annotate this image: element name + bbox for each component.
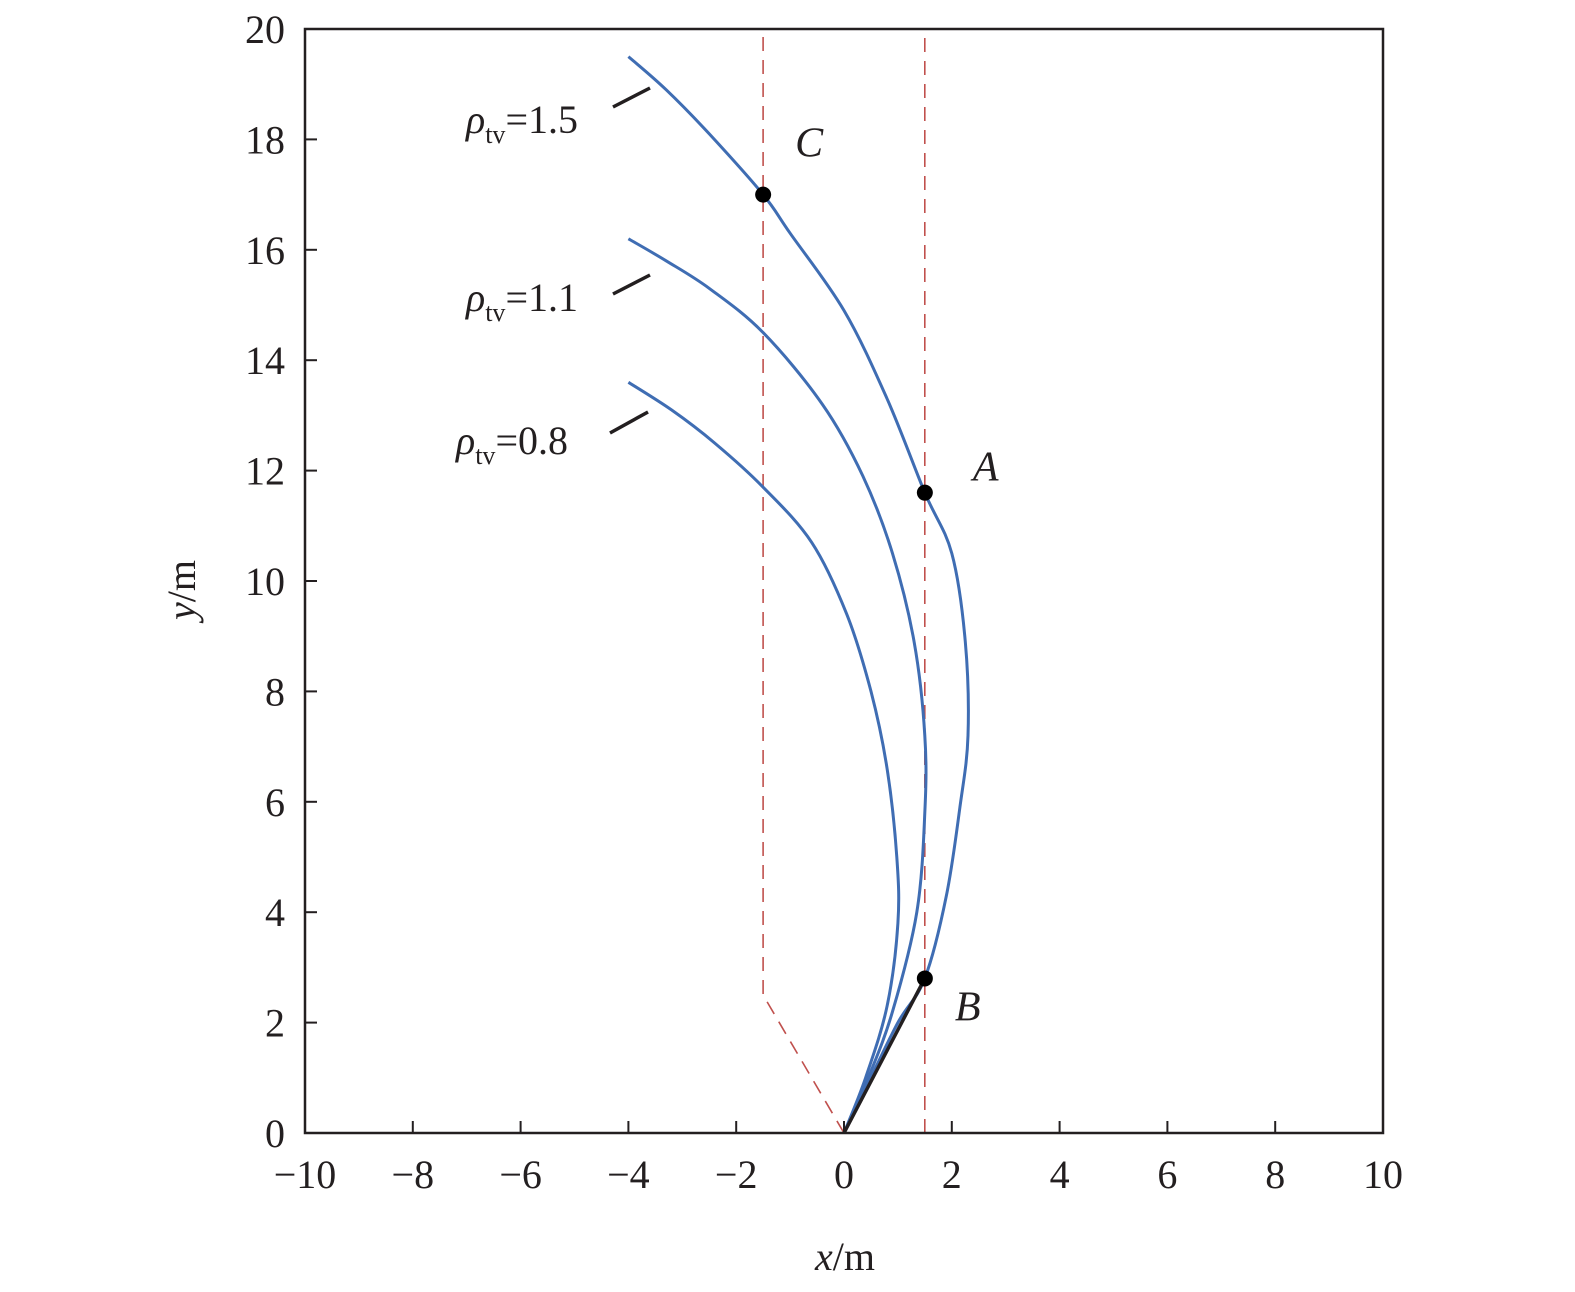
x-tick-label-6: 2 (942, 1152, 962, 1197)
y-axis-label-unit: /m (159, 560, 204, 602)
y-tick-label-6: 12 (245, 449, 285, 494)
marked-points (755, 186, 933, 987)
y-axis-label-var: y (159, 602, 204, 624)
series-label-1: ρtv=1.1 (464, 275, 578, 327)
x-tick-label-1: −8 (392, 1152, 435, 1197)
series-line-2 (627, 381, 901, 1134)
y-tick-label-5: 10 (245, 559, 285, 604)
series-leader-0 (612, 86, 651, 109)
plot-frame (303, 27, 1385, 1135)
y-axis-label: y/m (159, 560, 204, 624)
x-tick-label-10: 10 (1363, 1152, 1403, 1197)
y-tick-label-3: 6 (265, 780, 285, 825)
series-label-value: =1.1 (505, 275, 578, 320)
x-axis-label-unit: /m (833, 1234, 875, 1279)
x-tick-label-7: 4 (1050, 1152, 1070, 1197)
y-tick-label-1: 2 (265, 1001, 285, 1046)
point-b (916, 970, 933, 987)
series-label-value: =0.8 (495, 418, 568, 463)
x-tick-label-4: −2 (715, 1152, 758, 1197)
series-label-value: =1.5 (505, 97, 578, 142)
x-tick-label-0: −10 (274, 1152, 337, 1197)
point-label-b: B (955, 984, 981, 1030)
y-tick-label-8: 16 (245, 228, 285, 273)
series-label-symbol: ρ (464, 97, 485, 142)
y-tick-label-10: 20 (245, 7, 285, 52)
x-tick-label-5: 0 (834, 1152, 854, 1197)
tangent-line-group (842, 977, 927, 1134)
y-tick-label-7: 14 (245, 338, 285, 383)
series-line-1 (627, 237, 928, 1134)
point-c (755, 186, 772, 203)
x-tick-label-3: −4 (607, 1152, 650, 1197)
plot-frame-rect (303, 27, 1385, 1135)
series-label-sub: tv (485, 298, 505, 327)
guide-lines (762, 29, 926, 1134)
series-lines (627, 55, 970, 1134)
x-tick-label-8: 6 (1157, 1152, 1177, 1197)
y-tick-label-9: 18 (245, 117, 285, 162)
y-tick-label-0: 0 (265, 1111, 285, 1156)
x-axis-label-var: x (814, 1234, 833, 1279)
series-leader-2 (609, 410, 649, 435)
series-label-sub: tv (485, 120, 505, 149)
point-label-a: A (970, 445, 999, 491)
x-axis-label: x/m (814, 1234, 875, 1279)
x-tick-label-2: −6 (499, 1152, 542, 1197)
series-line-0 (627, 55, 970, 1134)
series-label-0: ρtv=1.5 (464, 97, 578, 149)
point-label-c: C (795, 121, 824, 167)
series-label-2: ρtv=0.8 (454, 418, 568, 470)
tangent-line (842, 977, 927, 1134)
point-a (916, 484, 933, 501)
series-leader-1 (612, 273, 651, 296)
series-label-symbol: ρ (454, 418, 475, 463)
x-tick-label-9: 8 (1265, 1152, 1285, 1197)
series-label-symbol: ρ (464, 275, 485, 320)
ticks: −10 −8 −6 −4 −2 0 2 4 6 8 10 0 2 4 6 8 10 12 14 16 18 20 (245, 7, 1403, 1197)
y-tick-label-4: 8 (265, 669, 285, 714)
series-label-sub: tv (475, 441, 495, 470)
guide-line-1 (762, 29, 845, 1134)
y-tick-label-2: 4 (265, 890, 285, 935)
